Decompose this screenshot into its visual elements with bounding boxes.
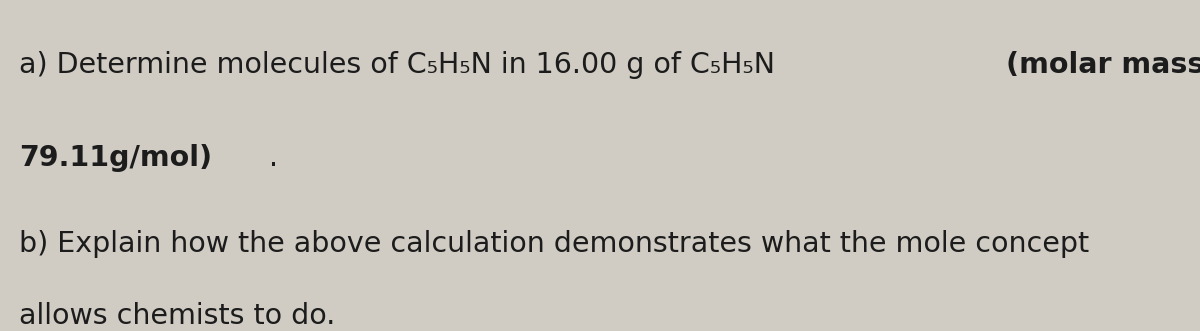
Text: b) Explain how the above calculation demonstrates what the mole concept: b) Explain how the above calculation dem… bbox=[19, 230, 1090, 258]
Text: (molar mass =: (molar mass = bbox=[1007, 51, 1200, 79]
Text: .: . bbox=[269, 144, 277, 171]
Text: 79.11g/mol): 79.11g/mol) bbox=[19, 144, 212, 171]
Text: a) Determine molecules of C₅H₅N in 16.00 g of C₅H₅N: a) Determine molecules of C₅H₅N in 16.00… bbox=[19, 51, 785, 79]
Text: allows chemists to do.: allows chemists to do. bbox=[19, 303, 336, 330]
